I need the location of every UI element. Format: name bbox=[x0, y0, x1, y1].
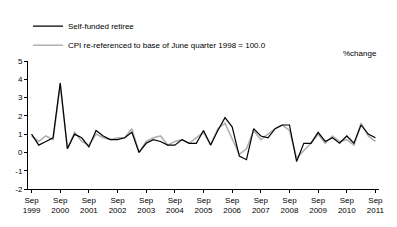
svg-text:Sep2005: Sep2005 bbox=[195, 196, 213, 215]
svg-text:Sep2002: Sep2002 bbox=[109, 196, 127, 215]
svg-text:Sep1999: Sep1999 bbox=[23, 196, 41, 215]
svg-text:Sep2008: Sep2008 bbox=[281, 196, 299, 215]
svg-text:3: 3 bbox=[18, 93, 23, 102]
svg-text:5: 5 bbox=[18, 57, 23, 66]
svg-text:-2: -2 bbox=[15, 185, 23, 194]
svg-text:2: 2 bbox=[18, 112, 23, 121]
svg-text:Sep2009: Sep2009 bbox=[309, 196, 327, 215]
svg-text:Self-funded retiree: Self-funded retiree bbox=[68, 22, 134, 31]
svg-text:CPI re-referenced to base of J: CPI re-referenced to base of June quarte… bbox=[68, 41, 266, 50]
svg-text:0: 0 bbox=[18, 148, 23, 157]
svg-text:Sep2004: Sep2004 bbox=[166, 196, 184, 215]
svg-text:Sep2010: Sep2010 bbox=[338, 196, 356, 215]
svg-text:Sep2006: Sep2006 bbox=[223, 196, 241, 215]
svg-text:Sep2011: Sep2011 bbox=[367, 196, 385, 215]
svg-text:%change: %change bbox=[343, 49, 377, 58]
svg-text:Sep2007: Sep2007 bbox=[252, 196, 270, 215]
svg-text:Sep2000: Sep2000 bbox=[51, 196, 69, 215]
svg-text:Sep2003: Sep2003 bbox=[137, 196, 155, 215]
svg-text:4: 4 bbox=[18, 75, 23, 84]
svg-text:1: 1 bbox=[18, 130, 23, 139]
svg-text:Sep2001: Sep2001 bbox=[80, 196, 98, 215]
svg-text:-1: -1 bbox=[15, 167, 23, 176]
